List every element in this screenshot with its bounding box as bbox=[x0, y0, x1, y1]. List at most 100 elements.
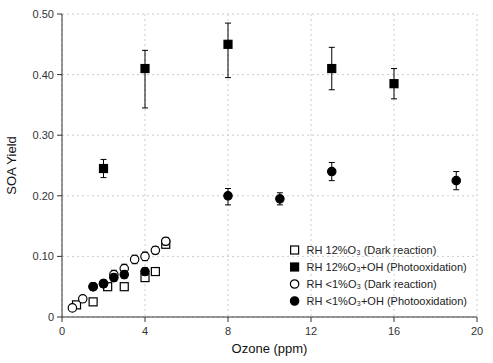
y-tick bbox=[57, 317, 62, 318]
grid-line bbox=[62, 14, 477, 15]
grid bbox=[62, 14, 477, 317]
y-tick bbox=[57, 74, 62, 75]
x-tick bbox=[394, 317, 395, 322]
point bbox=[162, 237, 170, 245]
y-tick-label: 0.50 bbox=[33, 8, 54, 20]
grid-line bbox=[477, 14, 478, 317]
point bbox=[141, 252, 149, 260]
error-bar-cap bbox=[329, 162, 335, 163]
error-bar-cap bbox=[142, 107, 148, 108]
legend-label: RH <1%O₃+OH (Photooxidation) bbox=[307, 295, 467, 307]
legend-symbol bbox=[291, 263, 299, 271]
grid-line bbox=[62, 256, 477, 257]
x-tick bbox=[477, 317, 478, 322]
error-bar-cap bbox=[329, 89, 335, 90]
point bbox=[151, 246, 159, 254]
error-bar-cap bbox=[277, 192, 283, 193]
x-tick bbox=[145, 317, 146, 322]
point bbox=[89, 283, 97, 291]
y-tick-label: 0 bbox=[48, 311, 54, 323]
point bbox=[99, 279, 107, 287]
y-axis-label: SOA Yield bbox=[4, 136, 19, 195]
x-tick-label: 8 bbox=[225, 325, 231, 337]
y-tick-label: 0.20 bbox=[33, 190, 54, 202]
y-tick-label: 0.30 bbox=[33, 129, 54, 141]
point bbox=[89, 283, 97, 291]
error-bar-cap bbox=[329, 180, 335, 181]
axes: 0 4 8 12 16 20 0 0.10 0.20 0.30 0.40 0.50 bbox=[33, 8, 484, 337]
error-bar bbox=[90, 299, 96, 305]
point bbox=[68, 304, 76, 312]
grid-line bbox=[62, 135, 477, 136]
x-tick-label: 12 bbox=[305, 325, 317, 337]
y-tick bbox=[57, 256, 62, 257]
x-tick-label: 4 bbox=[142, 325, 148, 337]
x-tick-label: 0 bbox=[59, 325, 65, 337]
error-bar bbox=[101, 159, 107, 177]
error-bar-cap bbox=[225, 23, 231, 24]
legend-symbol bbox=[291, 246, 299, 254]
series bbox=[73, 240, 170, 309]
x-tick-label: 16 bbox=[388, 325, 400, 337]
series bbox=[100, 23, 399, 178]
point bbox=[328, 65, 336, 73]
grid-line bbox=[62, 317, 477, 318]
point bbox=[89, 298, 97, 306]
error-bar-cap bbox=[329, 47, 335, 48]
error-bar-cap bbox=[391, 68, 397, 69]
error-bar-cap bbox=[225, 204, 231, 205]
x-axis-label: Ozone (ppm) bbox=[232, 341, 308, 356]
point bbox=[110, 273, 118, 281]
x-tick-label: 20 bbox=[471, 325, 483, 337]
error-bar bbox=[121, 284, 127, 290]
grid-line bbox=[62, 74, 477, 75]
error-bar-cap bbox=[101, 159, 107, 160]
grid-line bbox=[62, 14, 63, 317]
point bbox=[79, 295, 87, 303]
error-bar-cap bbox=[453, 171, 459, 172]
error-bar bbox=[391, 69, 397, 99]
point bbox=[120, 270, 128, 278]
y-tick-label: 0.40 bbox=[33, 69, 54, 81]
error-bar-cap bbox=[101, 177, 107, 178]
point bbox=[141, 267, 149, 275]
grid-line bbox=[228, 14, 229, 317]
error-bar bbox=[329, 47, 335, 89]
point bbox=[224, 40, 232, 48]
point bbox=[276, 195, 284, 203]
y-tick-label: 0.10 bbox=[33, 250, 54, 262]
point bbox=[141, 65, 149, 73]
error-bar-cap bbox=[453, 189, 459, 190]
point bbox=[99, 279, 107, 287]
error-bar bbox=[152, 269, 158, 275]
point bbox=[390, 80, 398, 88]
error-bar bbox=[225, 23, 231, 78]
error-bar-cap bbox=[142, 50, 148, 51]
y-tick bbox=[57, 135, 62, 136]
x-axis-line bbox=[62, 317, 477, 318]
legend: RH 12%O₃ (Dark reaction) RH 12%O₃+OH (Pho… bbox=[290, 244, 467, 307]
error-bar-stem bbox=[145, 50, 146, 108]
y-axis-line bbox=[62, 14, 63, 317]
legend-label: RH 12%O₃+OH (Photooxidation) bbox=[307, 261, 467, 273]
point bbox=[130, 255, 138, 263]
y-tick bbox=[57, 14, 62, 15]
legend-label: RH 12%O₃ (Dark reaction) bbox=[307, 244, 437, 256]
x-tick bbox=[62, 317, 63, 322]
error-bar-cap bbox=[225, 188, 231, 189]
x-tick bbox=[228, 317, 229, 322]
legend-label: RH <1%O₃ (Dark reaction) bbox=[307, 278, 437, 290]
point bbox=[224, 192, 232, 200]
y-tick bbox=[57, 195, 62, 196]
point bbox=[452, 176, 460, 184]
grid-line bbox=[62, 195, 477, 196]
point bbox=[100, 165, 108, 173]
x-tick bbox=[311, 317, 312, 322]
error-bar-cap bbox=[391, 98, 397, 99]
point bbox=[328, 167, 336, 175]
error-bar bbox=[142, 50, 148, 108]
error-bar-cap bbox=[225, 77, 231, 78]
legend-symbol bbox=[290, 280, 298, 288]
series bbox=[68, 237, 170, 312]
point bbox=[120, 283, 128, 291]
